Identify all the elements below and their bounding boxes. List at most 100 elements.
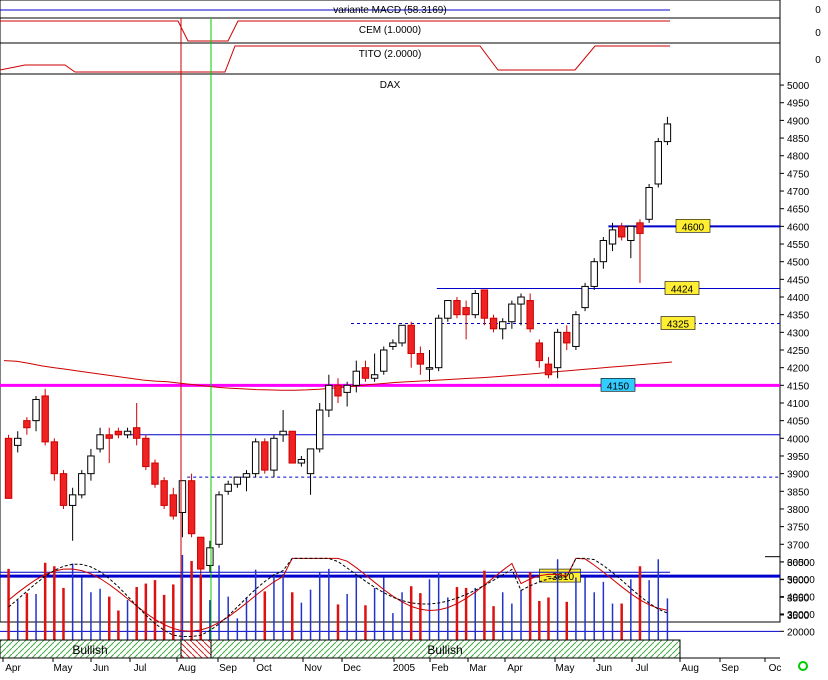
candle-body-44 — [407, 324, 415, 355]
candle-body-56 — [517, 296, 525, 305]
candle-body-37 — [343, 384, 351, 393]
y-tick-label-10: 4000 — [787, 434, 810, 445]
candle-body-30 — [279, 430, 287, 436]
x-tick-label-12: Apr — [507, 663, 523, 674]
x-tick-label-4: Aug — [178, 663, 196, 674]
macd-zero-tick: 0 — [815, 5, 821, 16]
vol-tick-label-1: 30000 — [787, 610, 815, 621]
candle-body-65 — [599, 239, 608, 263]
level-label-3: 4150 — [607, 381, 630, 392]
candle-body-7 — [68, 494, 77, 506]
candle-body-32 — [297, 459, 306, 464]
candle-body-27 — [251, 441, 260, 475]
x-tick-label-13: May — [556, 663, 575, 674]
candle-body-15 — [142, 437, 150, 468]
y-tick-label-4: 3700 — [787, 540, 810, 551]
y-tick-label-30: 5000 — [787, 81, 810, 92]
y-tick-label-6: 3800 — [787, 505, 810, 516]
y-tick-label-14: 4200 — [787, 364, 810, 375]
candle-body-67 — [617, 225, 626, 238]
macd-label: variante MACD (58.3169) — [333, 5, 446, 16]
y-tick-label-26: 4800 — [787, 152, 810, 163]
cem-zero-tick: 0 — [815, 28, 821, 39]
candle-body-49 — [453, 300, 461, 316]
y-tick-label-12: 4100 — [787, 399, 810, 410]
vol-tick-label-3: 50000 — [787, 575, 815, 586]
candle-body-2 — [23, 420, 31, 429]
y-tick-label-28: 4900 — [787, 116, 810, 127]
candle-body-34 — [315, 409, 324, 450]
candle-body-13 — [123, 430, 132, 436]
candle-body-54 — [499, 321, 507, 330]
level-label-box-0 — [675, 219, 711, 233]
y-tick-label-8: 3900 — [787, 470, 810, 481]
candle-body-39 — [361, 367, 370, 379]
candle-body-63 — [581, 285, 589, 309]
trend-bar: Bullish Bullish — [0, 639, 681, 659]
candle-body-6 — [59, 473, 68, 506]
x-tick-label-18: Oc — [769, 663, 782, 674]
candle-body-43 — [398, 324, 406, 344]
candle-body-33 — [306, 448, 315, 475]
candle-body-22 — [206, 547, 214, 566]
candle-body-12 — [114, 430, 123, 436]
oscillator-signal-line — [8, 557, 668, 637]
candle-body-14 — [132, 427, 141, 439]
candle-body-35 — [325, 384, 333, 411]
candle-body-1 — [14, 437, 22, 446]
x-tick-label-8: Dec — [343, 663, 361, 674]
candle-body-72 — [663, 123, 672, 143]
candle-body-48 — [444, 300, 452, 319]
candle-body-70 — [645, 187, 653, 220]
y-tick-label-15: 4250 — [787, 346, 810, 357]
level-label-box-3 — [600, 378, 636, 392]
x-tick-label-3: Jul — [134, 663, 147, 674]
candle-body-3 — [32, 398, 40, 422]
candle-body-11 — [105, 434, 113, 439]
y-tick-label-25: 4750 — [787, 169, 810, 180]
candle-body-8 — [78, 473, 86, 496]
level-label-1: 4424 — [671, 285, 694, 296]
y-tick-label-23: 4650 — [787, 205, 810, 216]
x-tick-label-6: Oct — [256, 663, 272, 674]
x-tick-label-15: Jul — [636, 663, 649, 674]
candle-body-38 — [352, 370, 361, 386]
candle-body-41 — [380, 349, 388, 372]
y-tick-label-22: 4600 — [787, 222, 810, 233]
x-tick-label-9: 2005 — [393, 663, 416, 674]
x-tick-label-14: Jun — [596, 663, 612, 674]
x-tick-label-0: Apr — [5, 663, 21, 674]
x-tick-label-17: Sep — [721, 663, 739, 674]
candle-body-57 — [526, 300, 534, 330]
price-title: DAX — [380, 80, 401, 91]
x-tick-label-5: Sep — [219, 663, 237, 674]
candle-body-59 — [544, 363, 553, 376]
y-tick-label-1: 3550 — [787, 593, 810, 604]
y-tick-label-19: 4450 — [787, 275, 810, 286]
vol-tick-label-0: 20000 — [787, 627, 815, 638]
x-tick-label-1: May — [54, 663, 73, 674]
y-tick-label-16: 4300 — [787, 328, 810, 339]
candle-body-0 — [4, 437, 13, 499]
level-label-box-1 — [664, 281, 700, 295]
candle-body-36 — [334, 384, 342, 397]
candle-body-61 — [563, 331, 571, 344]
level-label-2: 4325 — [667, 320, 690, 331]
candle-body-16 — [151, 462, 159, 485]
status-indicator-icon — [798, 661, 808, 671]
y-tick-label-17: 4350 — [787, 311, 810, 322]
candle-body-24 — [224, 483, 232, 492]
x-tick-label-2: Jun — [93, 663, 109, 674]
candle-body-5 — [50, 441, 59, 475]
y-tick-label-18: 4400 — [787, 293, 810, 304]
y-tick-label-11: 4050 — [787, 417, 810, 428]
y-tick-label-24: 4700 — [787, 187, 810, 198]
tito-label: TITO (2.0000) — [359, 49, 422, 60]
price-axis: 3500 3550 3600 3650 3700 3750 3800 3850 3900 3950… — [780, 81, 810, 622]
candle-body-25 — [233, 476, 242, 485]
y-tick-label-3: 3650 — [787, 558, 810, 569]
tito-zero-tick: 0 — [815, 55, 821, 66]
time-axis: Apr May Jun Jul Aug Sep Oct Nov Dec 2005 Feb Mar Apr… — [2, 658, 782, 674]
y-tick-label-7: 3850 — [787, 487, 810, 498]
